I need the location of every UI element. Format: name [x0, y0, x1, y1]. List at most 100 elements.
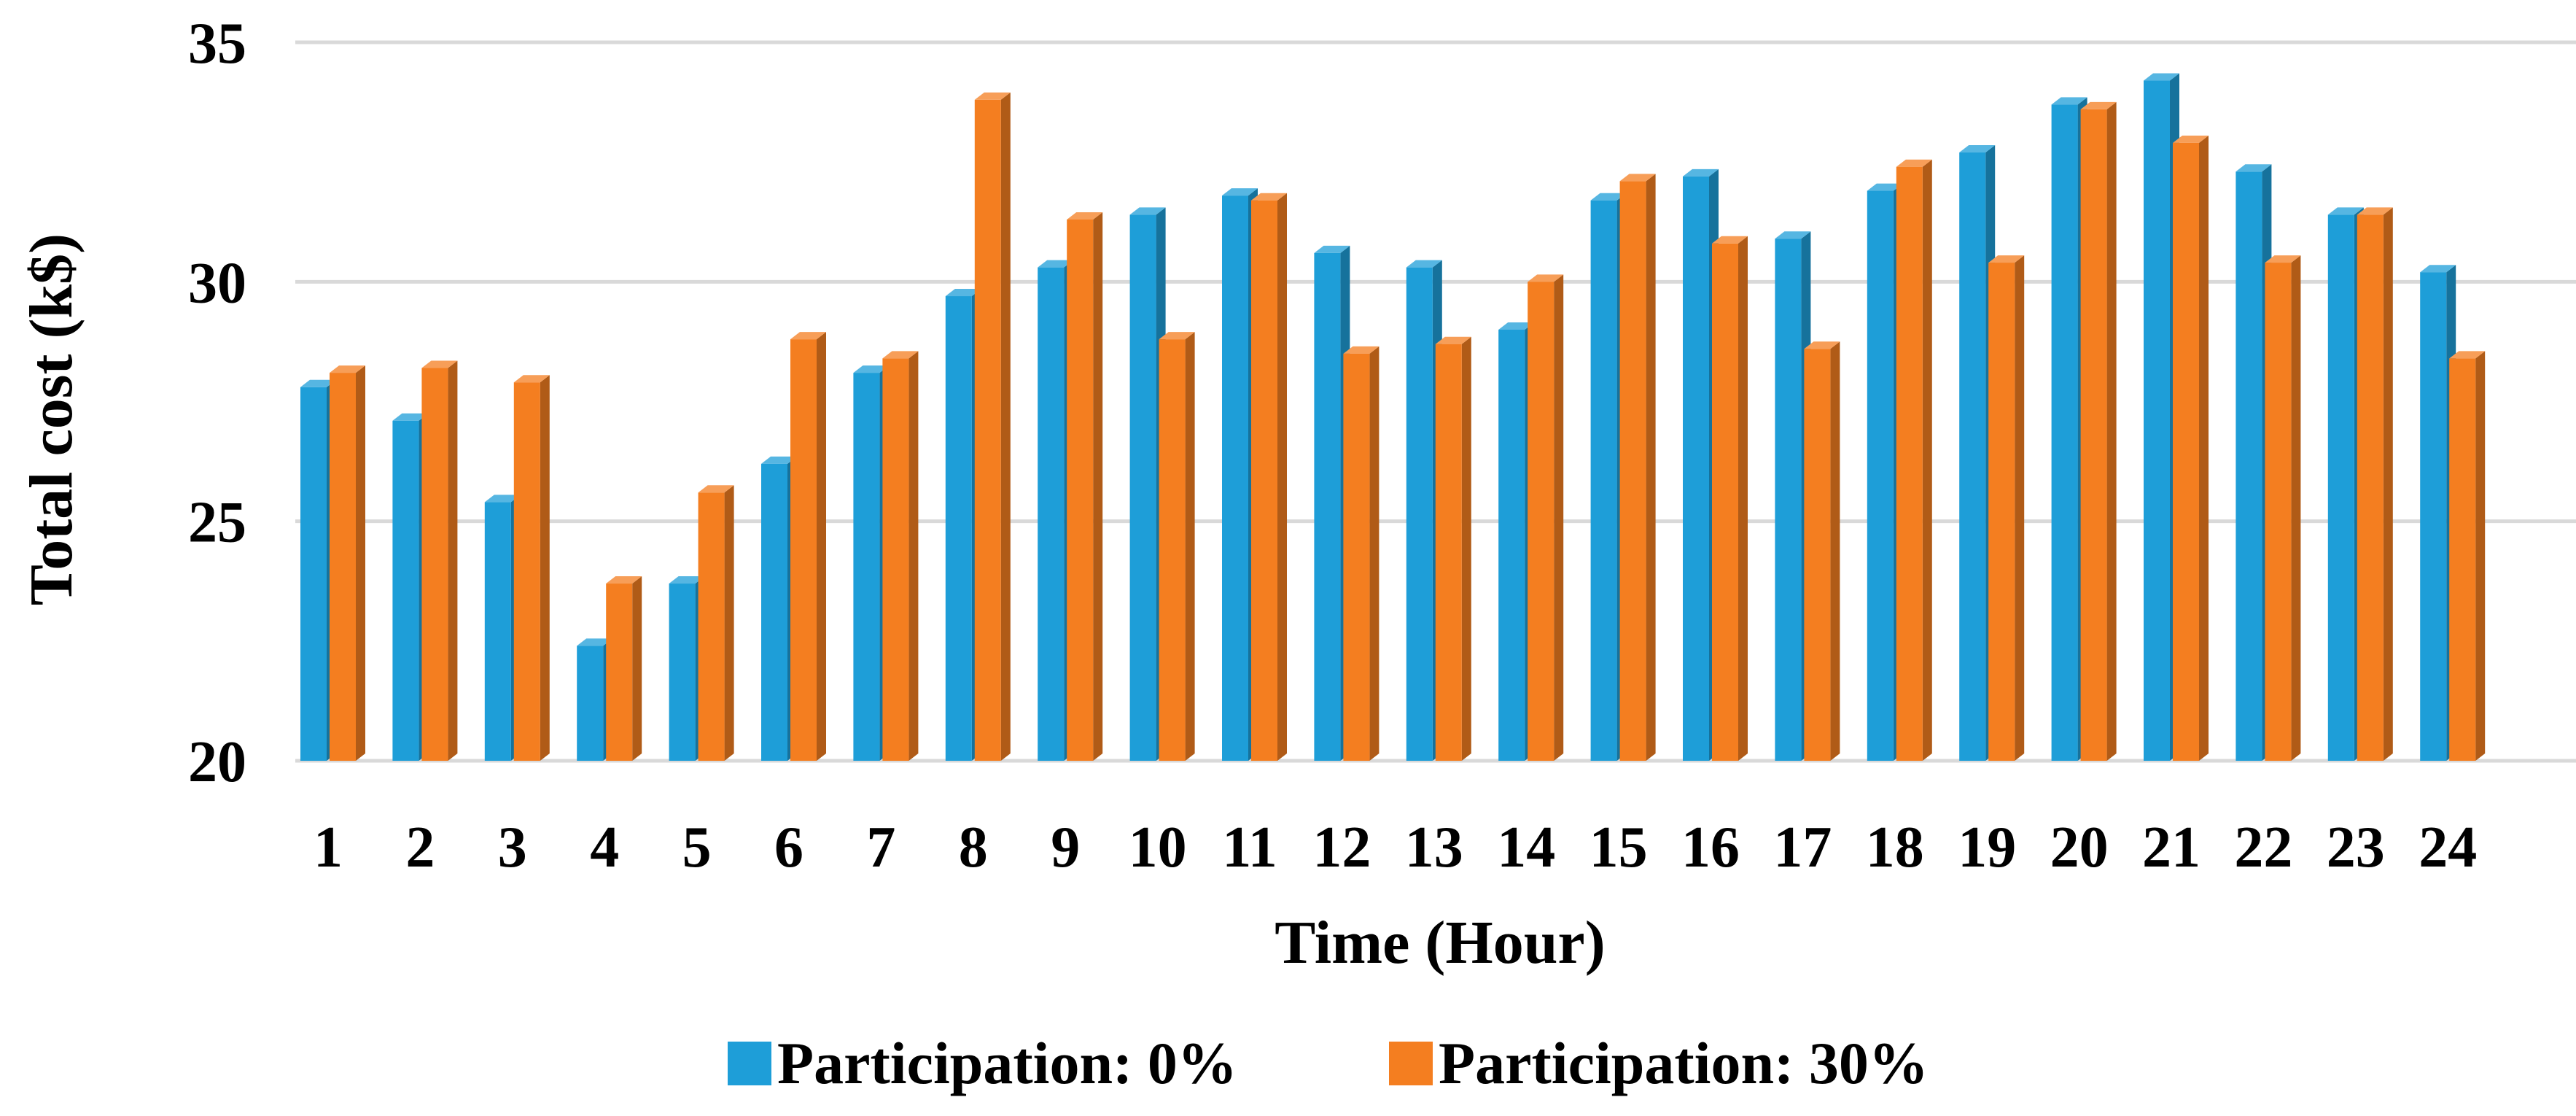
legend-swatch-series-0 [728, 1042, 771, 1085]
bar-front-face [698, 492, 725, 761]
bar-side-face [2291, 255, 2301, 762]
bar-series-1-hour-2 [421, 360, 458, 761]
bar-front-face [2327, 214, 2354, 761]
bar-top-face [974, 92, 1011, 100]
bar-top-face [882, 351, 919, 359]
x-tick-label: 13 [1405, 815, 1463, 880]
x-tick-label: 3 [498, 815, 527, 880]
x-tick-label: 19 [1958, 815, 2016, 880]
bar-top-face [2420, 265, 2456, 273]
bar-top-face [1804, 341, 1840, 349]
x-tick-label: 8 [959, 815, 988, 880]
bar-top-face [1959, 145, 1996, 153]
x-tick-label: 23 [2327, 815, 2385, 880]
bar-top-face [1222, 188, 1258, 196]
x-tick-label: 6 [774, 815, 803, 880]
x-tick-label: 7 [866, 815, 895, 880]
legend-swatch-series-1 [1389, 1042, 1433, 1085]
bar-front-face [2449, 358, 2476, 761]
bar-top-face [945, 289, 981, 297]
x-tick-label: 14 [1497, 815, 1555, 880]
bar-front-face [761, 463, 787, 761]
bar-top-face [1896, 159, 1932, 167]
bar-top-face [1159, 332, 1195, 340]
x-tick-labels: 1 2 3 4 5 6 7 8 9 10 11 12 13 14 15 16 17 18 19 20 21 22 23 24 [314, 815, 2477, 880]
bar-side-face [1461, 336, 1471, 761]
bar-side-face [2199, 135, 2209, 761]
bar-front-face [2051, 104, 2078, 761]
bar-series-1-hour-10 [1159, 332, 1195, 762]
bar-side-face [817, 332, 826, 762]
bar-front-face [2357, 214, 2384, 761]
bar-top-face [1406, 260, 1442, 268]
bar-front-face [1498, 330, 1525, 761]
bar-side-face [540, 375, 550, 761]
bar-top-face [484, 495, 521, 503]
bar-front-face [484, 502, 511, 761]
x-tick-label: 20 [2050, 815, 2109, 880]
bar-series-1-hour-14 [1528, 274, 1564, 761]
bar-front-face [1314, 252, 1341, 761]
bar-series-1-hour-13 [1435, 336, 1471, 761]
bar-series-0-hour-5 [669, 576, 705, 761]
bar-top-face [2051, 97, 2087, 105]
bar-series-1-hour-11 [1251, 193, 1287, 761]
bar-series-1-hour-9 [1067, 212, 1103, 761]
bar-side-face [1277, 193, 1287, 761]
bar-top-face [1435, 336, 1471, 344]
bar-top-face [513, 375, 550, 383]
legend-label-series-1: Participation: 30% [1439, 1030, 1929, 1096]
bar-series-1-hour-24 [2449, 351, 2486, 761]
bar-series-1-hour-12 [1343, 346, 1380, 761]
bar-top-face [1528, 274, 1564, 282]
x-tick-label: 4 [590, 815, 619, 880]
bar-side-face [1646, 174, 1656, 761]
bar-series-1-hour-4 [606, 576, 642, 761]
x-tick-label: 22 [2234, 815, 2292, 880]
bar-front-face [1867, 190, 1894, 762]
x-tick-label: 17 [1773, 815, 1832, 880]
bar-front-face [1435, 344, 1462, 761]
bar-side-face [1738, 236, 1748, 761]
bar-side-face [1369, 346, 1380, 761]
bar-side-face [2475, 351, 2486, 761]
bar-front-face [513, 382, 540, 761]
legend-label-series-0: Participation: 0% [777, 1030, 1237, 1096]
bar-series-1-hour-17 [1804, 341, 1840, 761]
bar-top-face [1343, 346, 1380, 354]
bar-front-face [1896, 166, 1923, 761]
bar-front-face [669, 584, 696, 761]
x-tick-label: 15 [1589, 815, 1648, 880]
bar-front-face [1804, 349, 1831, 761]
bar-series-1-hour-20 [2080, 101, 2117, 761]
bar-series-1-hour-5 [698, 485, 734, 761]
x-tick-label: 11 [1222, 815, 1277, 880]
bar-front-face [421, 368, 448, 761]
x-tick-label: 18 [1866, 815, 1924, 880]
x-tick-label: 2 [405, 815, 435, 880]
bar-series-1-hour-23 [2357, 207, 2393, 761]
y-axis-label: Total cost (k$) [17, 233, 85, 605]
bar-top-face [2449, 351, 2486, 359]
bar-top-face [1683, 168, 1719, 177]
y-tick-label: 25 [188, 491, 246, 555]
bar-front-face [1129, 214, 1156, 761]
bar-front-face [300, 387, 327, 761]
bars-group [300, 73, 2486, 762]
bar-front-face [1712, 243, 1738, 761]
bar-front-face [1619, 181, 1646, 761]
bar-top-face [300, 379, 336, 387]
bar-series-1-hour-1 [330, 365, 365, 762]
bar-side-face [1185, 332, 1195, 762]
bar-top-face [1498, 322, 1535, 330]
bar-series-1-hour-22 [2265, 255, 2301, 762]
bar-top-face [790, 332, 826, 340]
bar-front-face [1038, 267, 1065, 762]
bar-top-face [1712, 236, 1748, 244]
x-axis-label: Time (Hour) [1275, 909, 1605, 977]
bar-front-face [2235, 171, 2262, 762]
x-tick-label: 10 [1129, 815, 1187, 880]
legend: Participation: 0% Participation: 30% [728, 1030, 1929, 1096]
bar-top-face [421, 360, 458, 368]
y-tick-label: 35 [188, 12, 246, 76]
